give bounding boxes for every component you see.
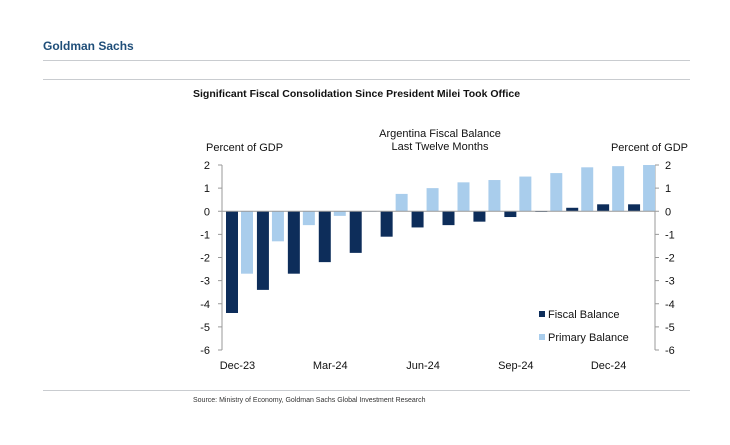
chart-subtitle: Last Twelve Months (391, 141, 489, 153)
legend-swatch-fiscal (539, 311, 545, 317)
y-tick-label-right: -5 (665, 322, 675, 334)
footer-divider (43, 390, 690, 391)
y-tick-label-left: -6 (200, 345, 210, 357)
chart-inner-title: Argentina Fiscal Balance (379, 128, 501, 140)
y-tick-label-right: 1 (665, 183, 671, 195)
bar-primary-jul-24 (457, 182, 470, 212)
header-divider (43, 60, 690, 61)
brand-logo: Goldman Sachs (43, 39, 134, 53)
bar-fiscal-sep-24 (504, 211, 517, 218)
bar-fiscal-jun-24 (411, 211, 424, 228)
bar-primary-dec-24 (612, 166, 625, 212)
bar-fiscal-dec-23 (226, 211, 238, 313)
x-tick-label: Dec-23 (220, 360, 255, 372)
y-tick-label-right: -4 (665, 299, 675, 311)
bar-fiscal-aug-24 (473, 211, 486, 222)
bar-primary-nov-24 (581, 167, 594, 212)
y-tick-label-right: 2 (665, 160, 671, 172)
x-tick-label: Sep-24 (498, 360, 533, 372)
x-tick-label: Mar-24 (313, 360, 348, 372)
y-tick-label-left: 2 (204, 160, 210, 172)
bar-primary-sep-24 (519, 176, 532, 212)
bar-fiscal-may-24 (380, 211, 393, 237)
legend-label-fiscal: Fiscal Balance (548, 309, 620, 321)
bar-primary-jun-24 (426, 188, 439, 212)
source-note: Source: Ministry of Economy, Goldman Sac… (193, 397, 426, 404)
y-axis-label-right: Percent of GDP (611, 142, 688, 154)
bar-primary-jan-25 (643, 165, 656, 212)
y-tick-label-right: -6 (665, 345, 675, 357)
bar-primary-feb-24 (302, 211, 315, 226)
bar-primary-jan-24 (271, 211, 284, 242)
legend-label-primary: Primary Balance (548, 332, 629, 344)
bar-fiscal-dec-24 (597, 204, 610, 212)
bar-primary-dec-23 (241, 211, 253, 274)
bar-fiscal-jan-25 (628, 204, 641, 212)
y-tick-label-right: -3 (665, 276, 675, 288)
y-tick-label-left: -2 (200, 253, 210, 265)
chart-title: Significant Fiscal Consolidation Since P… (193, 88, 521, 100)
bar-fiscal-nov-24 (566, 207, 579, 212)
y-tick-label-right: 0 (665, 206, 671, 218)
title-divider (43, 79, 690, 80)
bar-fiscal-jul-24 (442, 211, 455, 226)
y-axis-label-left: Percent of GDP (206, 142, 283, 154)
y-tick-label-left: -4 (200, 299, 210, 311)
y-tick-label-right: -2 (665, 253, 675, 265)
y-tick-label-left: -5 (200, 322, 210, 334)
y-tick-label-right: -1 (665, 229, 675, 241)
bar-fiscal-jan-24 (256, 211, 269, 290)
x-tick-label: Dec-24 (591, 360, 626, 372)
bar-fiscal-feb-24 (287, 211, 300, 274)
y-tick-label-left: 0 (204, 206, 210, 218)
bar-fiscal-apr-24 (349, 211, 362, 253)
bar-primary-aug-24 (488, 180, 501, 212)
bar-primary-mar-24 (333, 211, 346, 216)
y-tick-label-left: -3 (200, 276, 210, 288)
y-tick-label-left: 1 (204, 183, 210, 195)
x-tick-label: Jun-24 (406, 360, 440, 372)
y-tick-label-left: -1 (200, 229, 210, 241)
bar-primary-may-24 (395, 193, 408, 212)
bar-fiscal-mar-24 (318, 211, 331, 263)
bar-primary-oct-24 (550, 173, 563, 212)
legend-swatch-primary (539, 334, 545, 340)
